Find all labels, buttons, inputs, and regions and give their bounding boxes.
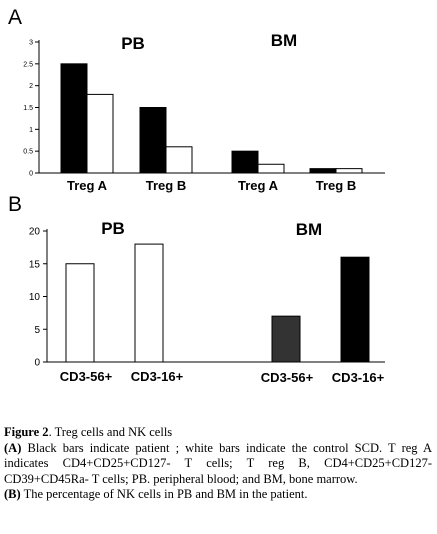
panel-a-y-tick-label: 2 <box>29 83 33 90</box>
panel-a-y-tick-label: 2.5 <box>23 61 33 68</box>
panel-b-bar <box>134 243 164 363</box>
chart-area: A 0 0.5 1 1.5 2 2.5 3 Treg A Treg B Treg A Treg B PB… <box>8 6 385 385</box>
panel-a-y-tick-label: 1.5 <box>23 105 33 112</box>
panel-b-y-tick-label: 0 <box>34 358 40 369</box>
panel-b-bar <box>65 263 95 363</box>
panel-b-label: B <box>8 193 22 216</box>
panel-a-bar-patient <box>309 168 337 174</box>
panel-b-x-tick-label: CD3-56+ <box>261 370 314 385</box>
panel-a-bar-control <box>257 163 285 174</box>
caption-title-line: Figure 2. Treg cells and NK cells <box>4 425 432 441</box>
panel-b-y-tick-label: 15 <box>29 259 41 270</box>
panel-b-y-tick-label: 5 <box>34 325 40 336</box>
caption-a-text: Black bars indicate patient ; white bars… <box>4 440 432 486</box>
panel-a-bar-patient <box>231 150 259 174</box>
panel-a-y-tick-label: 0.5 <box>23 149 33 156</box>
caption-panel-a: (A) Black bars indicate patient ; white … <box>4 441 432 488</box>
panel-a-bar-control <box>335 168 363 174</box>
panel-a-y-tick-label: 0 <box>29 171 33 178</box>
figure-label: Figure 2 <box>4 425 49 439</box>
panel-a-x-tick-label: Treg B <box>146 178 186 193</box>
panel-a-bar-control <box>165 146 193 174</box>
panel-b-bar <box>271 315 301 363</box>
panel-b-group-label-pb: PB <box>101 219 125 238</box>
caption-panel-b: (B) The percentage of NK cells in PB and… <box>4 487 432 503</box>
panel-a-x-tick-label: Treg A <box>238 178 279 193</box>
panel-a-x-tick-label: Treg A <box>67 178 108 193</box>
panel-a-y-tick-label: 3 <box>29 40 33 47</box>
caption-b-text: The percentage of NK cells in PB and BM … <box>20 487 308 501</box>
panel-b-x-tick-label: CD3-16+ <box>332 370 385 385</box>
panel-b-y-tick-label: 10 <box>29 292 41 303</box>
panel-a-label: A <box>8 6 22 29</box>
panel-a-y-tick-label: 1 <box>29 127 33 134</box>
panel-b-bar <box>340 256 370 363</box>
panel-a-bar-patient <box>139 107 167 174</box>
figure-title: . Treg cells and NK cells <box>48 425 173 439</box>
panel-b-group-label-bm: BM <box>296 220 322 239</box>
panel-a-bar-patient <box>60 63 88 174</box>
panel-a-x-tick-label: Treg B <box>316 178 356 193</box>
caption-a-label: (A) <box>4 440 22 455</box>
panel-a-group-label-bm: BM <box>271 31 297 50</box>
panel-a-group-label-pb: PB <box>121 34 145 53</box>
panel-b-x-tick-label: CD3-56+ <box>60 369 113 384</box>
panel-b-y-tick-label: 20 <box>29 227 41 238</box>
caption-b-label: (B) <box>4 487 21 501</box>
panel-b-x-tick-label: CD3-16+ <box>131 369 184 384</box>
figure-caption: Figure 2. Treg cells and NK cells (A) Bl… <box>4 425 432 503</box>
panel-a-bar-control <box>86 93 114 174</box>
